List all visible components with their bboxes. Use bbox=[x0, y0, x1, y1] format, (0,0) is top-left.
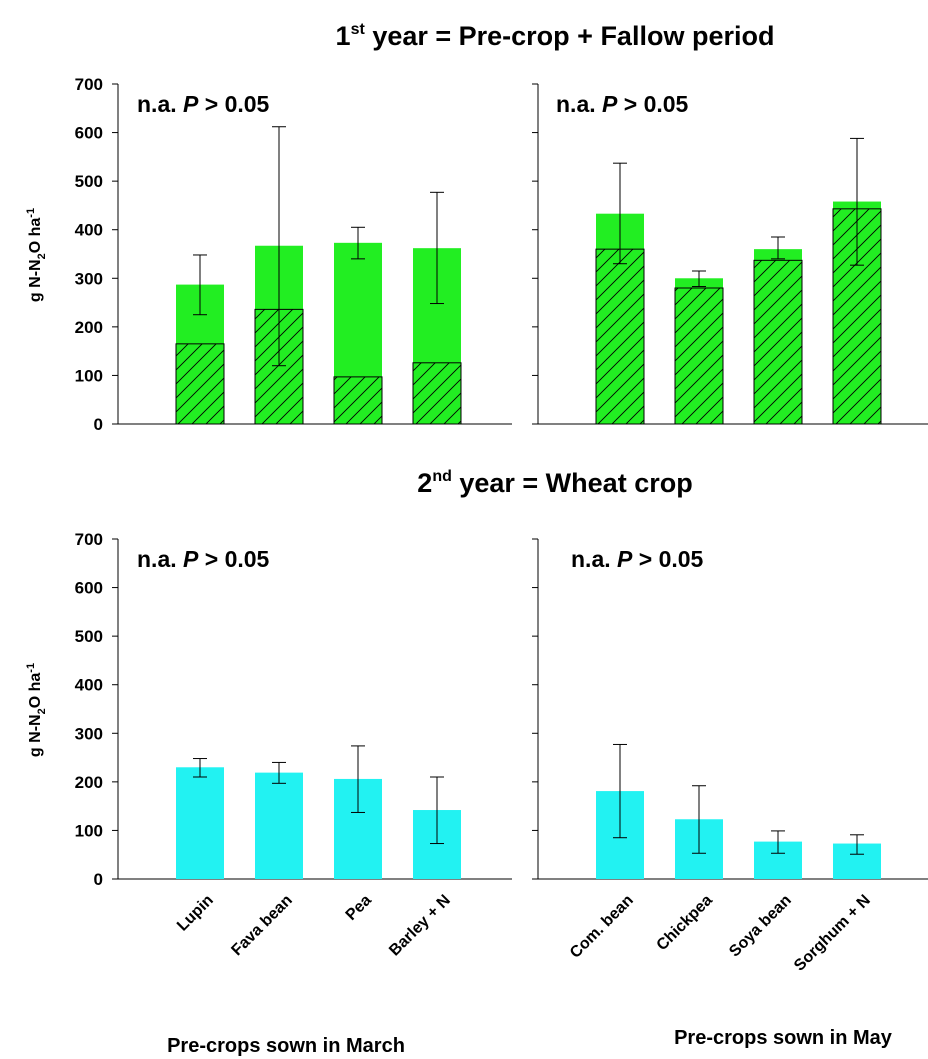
y-tick-label: 0 bbox=[94, 415, 103, 434]
y-tick-label: 500 bbox=[75, 172, 103, 191]
x-tick-label: Lupin bbox=[174, 892, 217, 935]
bar-hatched bbox=[595, 248, 645, 425]
panel-bottom-left: 0 100 200 300 400 500 600 700 n.a. P > 0.05 Lupin… bbox=[75, 530, 512, 959]
annotation-significance: n.a. P > 0.05 bbox=[571, 546, 704, 572]
bar-hatched bbox=[333, 376, 383, 425]
x-tick-label: Sorghum + N bbox=[791, 892, 874, 975]
title-top: 1st year = Pre-crop + Fallow period bbox=[336, 21, 775, 51]
y-tick-label: 200 bbox=[75, 318, 103, 337]
annotation-significance: n.a. P > 0.05 bbox=[556, 91, 689, 117]
x-tick-label: Fava bean bbox=[228, 892, 295, 959]
y-tick-label: 300 bbox=[75, 724, 103, 743]
y-tick-label: 100 bbox=[75, 366, 103, 385]
x-tick-label: Chickpea bbox=[654, 892, 716, 954]
annotation-significance: n.a. P > 0.05 bbox=[137, 546, 270, 572]
x-tick-label: Soya bean bbox=[726, 892, 795, 961]
y-tick-label: 100 bbox=[75, 821, 103, 840]
bar bbox=[176, 767, 224, 879]
y-tick-label: 400 bbox=[75, 221, 103, 240]
y-tick-label: 300 bbox=[75, 269, 103, 288]
bar bbox=[255, 772, 303, 879]
x-group-label-march: Pre-crops sown in March bbox=[167, 1035, 405, 1057]
y-tick-label: 0 bbox=[94, 870, 103, 889]
panel-bottom-right: n.a. P > 0.05 Com. bean Chickpea Soya beanS… bbox=[532, 538, 928, 975]
panel-top-right: n.a. P > 0.05 bbox=[532, 83, 928, 425]
y-tick-label: 600 bbox=[75, 124, 103, 143]
y-tick-label: 700 bbox=[75, 530, 103, 549]
x-group-label-may: Pre-crops sown in May bbox=[674, 1027, 893, 1049]
y-tick-label: 700 bbox=[75, 75, 103, 94]
bar-hatched bbox=[412, 362, 462, 425]
y-axis-label-top: g N-N2O ha-1 bbox=[25, 208, 48, 302]
y-tick-label: 200 bbox=[75, 773, 103, 792]
x-tick-label: Com. bean bbox=[567, 892, 637, 962]
y-axis-label-bottom: g N-N2O ha-1 bbox=[25, 663, 48, 757]
panel-top-left: 0 100 200 300 400 500 600 700 n.a. P > 0.05 bbox=[75, 75, 512, 434]
title-bottom: 2nd year = Wheat crop bbox=[417, 468, 692, 498]
bar-hatched bbox=[674, 287, 724, 425]
bar-hatched bbox=[175, 343, 225, 425]
x-tick-label: Barley + N bbox=[386, 892, 454, 960]
x-tick-label: Pea bbox=[343, 892, 375, 924]
y-tick-label: 500 bbox=[75, 627, 103, 646]
y-tick-label: 600 bbox=[75, 579, 103, 598]
bar-hatched bbox=[753, 259, 803, 425]
y-tick-label: 400 bbox=[75, 676, 103, 695]
annotation-significance: n.a. P > 0.05 bbox=[137, 91, 270, 117]
